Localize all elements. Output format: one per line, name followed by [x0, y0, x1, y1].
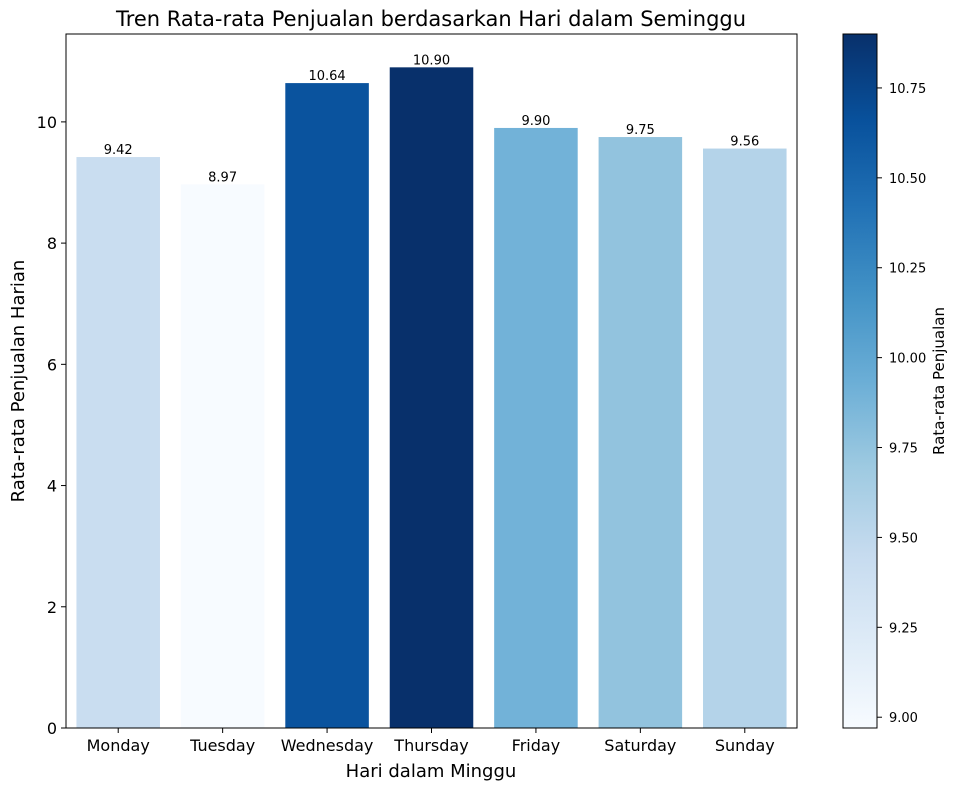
- x-tick-label-sunday: Sunday: [715, 736, 775, 755]
- value-label-thursday: 10.90: [413, 53, 450, 68]
- plot-frame: [65, 33, 798, 729]
- colorbar-tick-label: 9.75: [889, 442, 918, 457]
- x-tick-label-tuesday: Tuesday: [189, 736, 255, 755]
- x-tick-label-thursday: Thursday: [393, 736, 468, 755]
- colorbar-ticks: 9.00 9.25 9.50 9.75 10.00 10.25 10.50 10.75: [877, 82, 926, 726]
- value-label-saturday: 9.75: [626, 123, 655, 138]
- bar-friday: [494, 127, 578, 728]
- x-axis-label: Hari dalam Minggu: [346, 761, 517, 782]
- value-label-monday: 9.42: [104, 143, 133, 158]
- chart-title: Tren Rata-rata Penjualan berdasarkan Har…: [115, 7, 746, 31]
- value-label-tuesday: 8.97: [208, 170, 237, 185]
- value-labels-group: 9.42 8.97 10.64 10.90 9.90 9.75 9.56: [104, 53, 760, 185]
- bar-tuesday: [180, 184, 265, 728]
- bars-group: [76, 67, 787, 729]
- colorbar-tick-label: 10.00: [889, 352, 926, 367]
- y-tick-label: 4: [47, 477, 57, 496]
- colorbar-tick-label: 9.50: [889, 531, 918, 546]
- y-tick-label: 0: [47, 719, 57, 738]
- bar-thursday: [389, 67, 474, 728]
- x-tick-label-monday: Monday: [87, 736, 150, 755]
- y-tick-label: 8: [47, 234, 57, 253]
- y-tick-label: 6: [47, 355, 57, 374]
- bar-monday: [76, 157, 160, 729]
- x-tick-label-wednesday: Wednesday: [281, 736, 374, 755]
- x-axis-ticks: Monday Tuesday Wednesday Thursday Friday Satu…: [87, 728, 775, 755]
- colorbar-tick-label: 10.25: [889, 262, 926, 277]
- bar-sunday: [703, 148, 787, 728]
- value-label-friday: 9.90: [521, 114, 550, 129]
- colorbar-label: Rata-rata Penjualan: [930, 307, 948, 455]
- colorbar-tick-label: 10.50: [889, 172, 926, 187]
- y-tick-label: 10: [37, 113, 57, 132]
- y-axis-ticks: 0 2 4 6 8 10: [37, 113, 66, 738]
- bar-wednesday: [285, 83, 369, 728]
- x-tick-label-friday: Friday: [512, 736, 561, 755]
- colorbar: [842, 33, 878, 729]
- y-tick-label: 2: [47, 598, 57, 617]
- colorbar-tick-label: 9.25: [889, 621, 918, 636]
- value-label-wednesday: 10.64: [308, 69, 345, 84]
- colorbar-tick-label: 9.00: [889, 711, 918, 726]
- colorbar-tick-label: 10.75: [889, 82, 926, 97]
- value-label-sunday: 9.56: [730, 135, 759, 150]
- y-axis-label: Rata-rata Penjualan Harian: [8, 260, 29, 503]
- bar-saturday: [598, 137, 683, 728]
- x-tick-label-saturday: Saturday: [604, 736, 676, 755]
